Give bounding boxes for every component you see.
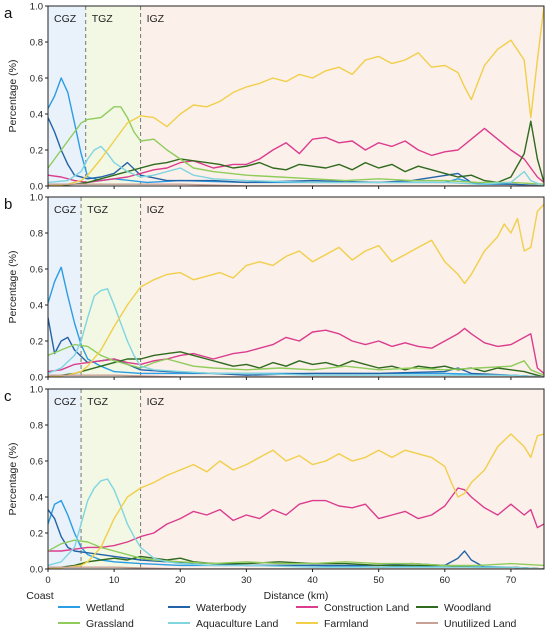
y-tick-label: 1.0 xyxy=(30,193,43,204)
zone-background xyxy=(140,6,544,186)
y-tick-label: 0.2 xyxy=(30,146,43,157)
series-line-woodland xyxy=(48,120,544,186)
legend-label: Unutilized Land xyxy=(444,618,517,630)
x-tick-label: 20 xyxy=(175,575,186,586)
zone-background xyxy=(48,389,82,569)
zone-label: IGZ xyxy=(147,396,165,408)
zone-background xyxy=(140,389,544,569)
panel-b: CGZ TGZ IGZ 0.0 0.2 0.4 0.6 0.8 1.0 Percentage (%… xyxy=(4,193,545,384)
zone-background xyxy=(48,6,86,186)
y-tick-label: 1.0 xyxy=(30,385,43,396)
x-tick-label: 0 xyxy=(45,575,50,586)
panel-c: CGZ TGZ IGZ 0.0 0.2 0.4 0.6 0.8 1.0 0 10 20 30 40 50 60… xyxy=(4,385,545,586)
legend-label: Waterbody xyxy=(196,602,247,614)
y-tick-label: 0.2 xyxy=(30,337,43,348)
y-tick-label: 0.4 xyxy=(30,301,43,312)
series-line-aquaculture-land xyxy=(48,288,544,377)
y-tick-label: 0.4 xyxy=(30,493,43,504)
legend-label: Woodland xyxy=(444,602,491,614)
series-line-construction-land xyxy=(48,487,544,552)
series-line-unutilized-land xyxy=(48,566,544,569)
x-tick-label: 10 xyxy=(109,575,120,586)
panel-letter: b xyxy=(4,196,12,213)
legend-label: Construction Land xyxy=(324,602,409,614)
series-line-aquaculture-land xyxy=(48,145,544,186)
x-tick-label: 40 xyxy=(307,575,318,586)
zone-label: CGZ xyxy=(54,13,77,25)
zone-label: TGZ xyxy=(87,396,109,408)
y-axis-label: Percentage (%) xyxy=(7,251,19,324)
series-line-grassland xyxy=(48,539,544,567)
plot-frame xyxy=(47,196,545,378)
y-tick-label: 1.0 xyxy=(30,2,43,13)
series-line-wetland xyxy=(48,77,544,186)
series-lines xyxy=(48,6,544,186)
series-line-construction-land xyxy=(48,327,544,374)
legend-label: Farmland xyxy=(324,618,369,630)
zone-label: CGZ xyxy=(54,396,77,408)
y-tick-label: 0.0 xyxy=(30,565,43,576)
y-axis-label: Percentage (%) xyxy=(7,60,19,133)
series-lines xyxy=(48,203,544,377)
series-line-farmland xyxy=(48,6,544,186)
panel-letter: c xyxy=(4,388,12,405)
x-tick-label: 50 xyxy=(373,575,384,586)
zone-background xyxy=(81,389,141,569)
y-tick-label: 0.6 xyxy=(30,74,43,85)
y-tick-label: 0.6 xyxy=(30,457,43,468)
zone-background xyxy=(140,197,544,377)
y-tick-label: 0.8 xyxy=(30,229,43,240)
plot-frame xyxy=(47,388,545,570)
series-lines xyxy=(48,433,544,569)
series-line-unutilized-land xyxy=(48,183,544,186)
series-line-aquaculture-land xyxy=(48,478,544,569)
panel-letter: a xyxy=(4,5,13,22)
zone-label: TGZ xyxy=(92,13,114,25)
series-line-grassland xyxy=(48,106,544,185)
series-line-farmland xyxy=(48,433,544,569)
legend-label: Wetland xyxy=(86,602,124,614)
zone-label: IGZ xyxy=(147,13,165,25)
legend-label: Aquaculture Land xyxy=(196,618,278,630)
legend: Wetland Waterbody Construction Land Woodlan… xyxy=(58,602,517,630)
y-tick-label: 0.2 xyxy=(30,529,43,540)
x-tick-label: 70 xyxy=(506,575,517,586)
y-tick-label: 0.8 xyxy=(30,38,43,49)
coast-label: Coast xyxy=(26,590,54,602)
plot-frame xyxy=(47,5,545,187)
x-axis-label: Distance (km) xyxy=(264,590,329,602)
zone-label: CGZ xyxy=(54,204,77,216)
y-axis-label: Percentage (%) xyxy=(7,443,19,516)
y-tick-label: 0.4 xyxy=(30,110,43,121)
series-line-construction-land xyxy=(48,127,544,184)
zone-label: TGZ xyxy=(87,204,109,216)
x-tick-label: 60 xyxy=(440,575,451,586)
zone-label: IGZ xyxy=(147,204,165,216)
series-line-farmland xyxy=(48,203,544,377)
series-line-grassland xyxy=(48,343,544,376)
zone-background xyxy=(85,6,141,186)
panel-a: CGZ TGZ IGZ 0.0 0.2 0.4 0.6 0.8 1.0 Percentage (%… xyxy=(4,2,545,193)
y-tick-label: 0.6 xyxy=(30,265,43,276)
y-tick-label: 0.0 xyxy=(30,373,43,384)
y-tick-label: 0.0 xyxy=(30,182,43,193)
x-tick-label: 30 xyxy=(241,575,252,586)
series-line-unutilized-land xyxy=(48,374,544,377)
y-tick-label: 0.8 xyxy=(30,421,43,432)
legend-label: Grassland xyxy=(86,618,134,630)
